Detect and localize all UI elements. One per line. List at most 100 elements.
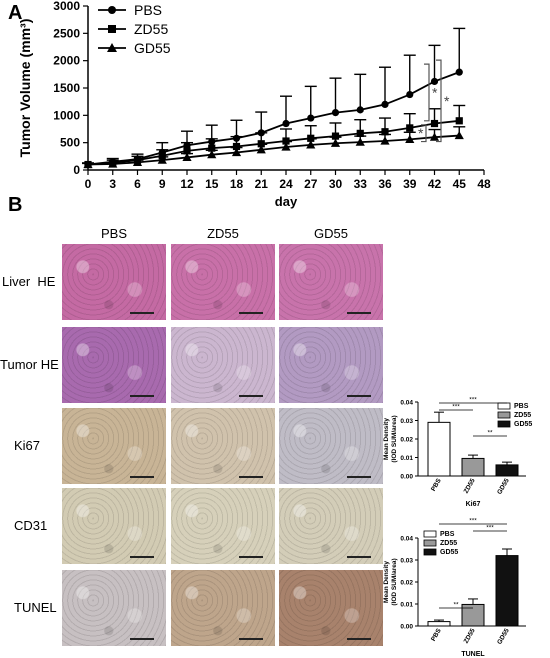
micrograph-zd55: [171, 408, 275, 484]
y-tick-label: 0.01: [400, 455, 413, 462]
significance-label: ***: [486, 525, 494, 532]
micrograph-gd55: [279, 244, 383, 320]
series-line: [87, 119, 460, 166]
micrograph-pbs: [62, 327, 166, 403]
data-point: [182, 152, 192, 162]
data-point: [232, 142, 241, 151]
series-line: [87, 71, 460, 166]
y-tick-label: 0.04: [400, 536, 413, 543]
panel-label-b: B: [8, 194, 23, 216]
category-label: PBS: [430, 477, 443, 493]
panel-label-a: A: [8, 2, 23, 24]
micrograph-gd55: [279, 570, 383, 646]
data-point: [282, 119, 290, 128]
micrograph-gd55: [279, 488, 383, 564]
bar-pbs: [427, 621, 451, 627]
micrograph-gd55: [279, 327, 383, 403]
scale-bar: [239, 476, 263, 478]
data-point: [381, 100, 389, 108]
significance-label: ***: [469, 397, 477, 404]
data-point: [454, 130, 464, 140]
micrograph-pbs: [62, 488, 166, 564]
legend-swatch: [497, 402, 511, 410]
scale-bar: [347, 556, 371, 558]
data-point: [430, 77, 439, 86]
significance-label: **: [453, 602, 459, 609]
legend-swatch: [423, 548, 437, 556]
y-tick-label: 0.04: [400, 400, 413, 407]
significance-bracket: [421, 124, 427, 143]
legend-swatch: [423, 530, 437, 538]
data-point: [132, 157, 143, 166]
data-point: [331, 109, 340, 117]
significance-label: **: [487, 430, 493, 437]
legend-swatch: [497, 420, 511, 428]
micrograph-gd55: [279, 408, 383, 484]
data-point: [83, 159, 93, 169]
micrograph-zd55: [171, 244, 275, 320]
data-point: [356, 106, 364, 114]
x-tick-label: 42: [428, 177, 442, 191]
y-tick-label: 0.01: [400, 602, 413, 609]
micrograph-zd55: [171, 570, 275, 646]
data-point: [405, 134, 415, 143]
column-header-pbs: PBS: [100, 226, 127, 241]
legend-label: PBS: [134, 2, 162, 18]
significance-label: *: [444, 93, 450, 109]
x-tick-label: 48: [477, 177, 491, 191]
y-axis-label-line2: (IOD SUM/area): [391, 415, 398, 462]
data-point: [430, 119, 439, 128]
y-tick-label: 2500: [53, 26, 80, 40]
scale-bar: [130, 395, 154, 397]
data-point: [355, 137, 365, 146]
bar-zd55: [461, 457, 485, 477]
y-tick-label: 0.02: [400, 580, 413, 587]
x-tick-label: 21: [255, 177, 269, 191]
series-line: [87, 134, 460, 166]
x-axis-label: day: [275, 194, 298, 209]
category-label: ZD55: [463, 477, 477, 495]
row-label: Ki67: [14, 438, 41, 453]
series-gd55: [82, 126, 466, 169]
legend-swatch: [423, 539, 437, 547]
micrograph-pbs: [62, 570, 166, 646]
data-point: [108, 159, 118, 168]
y-tick-label: 0.03: [400, 418, 413, 425]
x-tick-label: 6: [134, 177, 141, 191]
legend-marker: [108, 25, 116, 33]
y-tick-label: 0.00: [400, 624, 413, 631]
y-tick-label: 0.02: [400, 437, 413, 444]
y-axis-label: Tumor Volume (mm³): [17, 19, 33, 158]
significance-label: *: [432, 84, 438, 100]
significance-label: ***: [469, 518, 477, 525]
x-tick-label: 15: [205, 177, 219, 191]
ki67-bar-chart: 0.00 0.01 0.02 0.03 0.04 Mean Density (IOD SUM…: [383, 397, 532, 509]
x-axis-label: Ki67: [466, 501, 481, 508]
y-tick-label: 0: [73, 163, 80, 177]
row-label: TUNEL: [14, 600, 57, 615]
row-label: Tumor HE: [0, 357, 59, 372]
series-zd55: [82, 104, 466, 169]
legend-label: ZD55: [514, 412, 531, 419]
category-label: GD55: [496, 627, 511, 646]
y-tick-label: 500: [60, 136, 80, 150]
data-point: [429, 132, 440, 141]
micrograph-pbs: [62, 244, 166, 320]
data-point: [231, 147, 242, 157]
x-tick-label: 0: [85, 177, 92, 191]
data-point: [307, 114, 315, 122]
row-label: Liver HE: [2, 274, 56, 289]
category-label: ZD55: [463, 627, 477, 645]
legend-label: GD55: [440, 549, 458, 556]
y-axis-label-line2: (IOD SUM/area): [391, 558, 398, 605]
data-point: [406, 124, 414, 132]
x-tick-label: 36: [378, 177, 392, 191]
bar-gd55: [495, 464, 519, 477]
scale-bar: [130, 476, 154, 478]
x-tick-label: 30: [329, 177, 343, 191]
micrograph-zd55: [171, 488, 275, 564]
column-header-zd55: ZD55: [207, 226, 239, 241]
scale-bar: [347, 638, 371, 640]
data-point: [183, 147, 191, 155]
data-point: [281, 142, 291, 151]
